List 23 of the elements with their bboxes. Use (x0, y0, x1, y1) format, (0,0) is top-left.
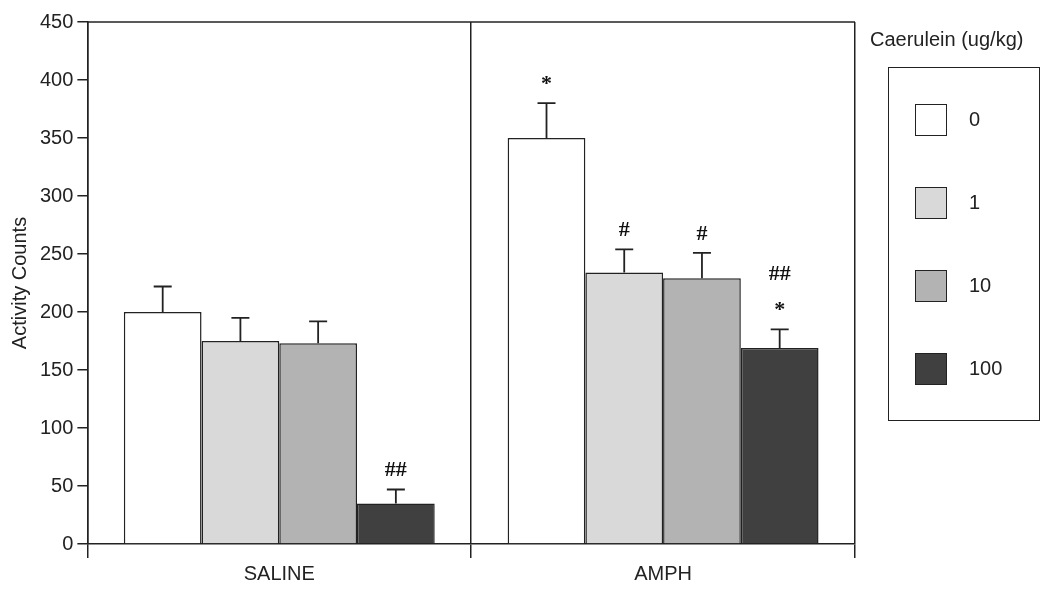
text: 0 (969, 108, 981, 131)
legend-label: 1 (969, 191, 981, 214)
y-tick-label: 150 (39, 357, 74, 380)
y-tick-label: 300 (39, 183, 74, 206)
data-label: * (541, 69, 553, 95)
y-axis-title: Activity Counts (7, 216, 30, 350)
y-tick-label: 100 (39, 415, 74, 438)
y-tick-label: 200 (39, 299, 74, 322)
x-tick-label: SALINE (243, 561, 315, 584)
y-tick-label: 350 (39, 125, 74, 148)
data-label: ## * (768, 260, 791, 322)
data-label: # (618, 216, 630, 242)
x-tick-label: AMPH (634, 561, 692, 584)
legend-label: 10 (969, 274, 992, 297)
y-tick-label: 250 (39, 241, 74, 264)
y-tick-label: 400 (39, 67, 74, 90)
legend-label: 100 (969, 357, 1003, 380)
y-tick-label: 50 (51, 473, 74, 496)
data-label: ## (384, 456, 407, 482)
data-label: # (696, 219, 708, 245)
legend-title: Caerulein (ug/kg) (870, 28, 1025, 51)
y-tick-label: 450 (39, 9, 74, 32)
y-tick-label: 0 (62, 531, 74, 554)
